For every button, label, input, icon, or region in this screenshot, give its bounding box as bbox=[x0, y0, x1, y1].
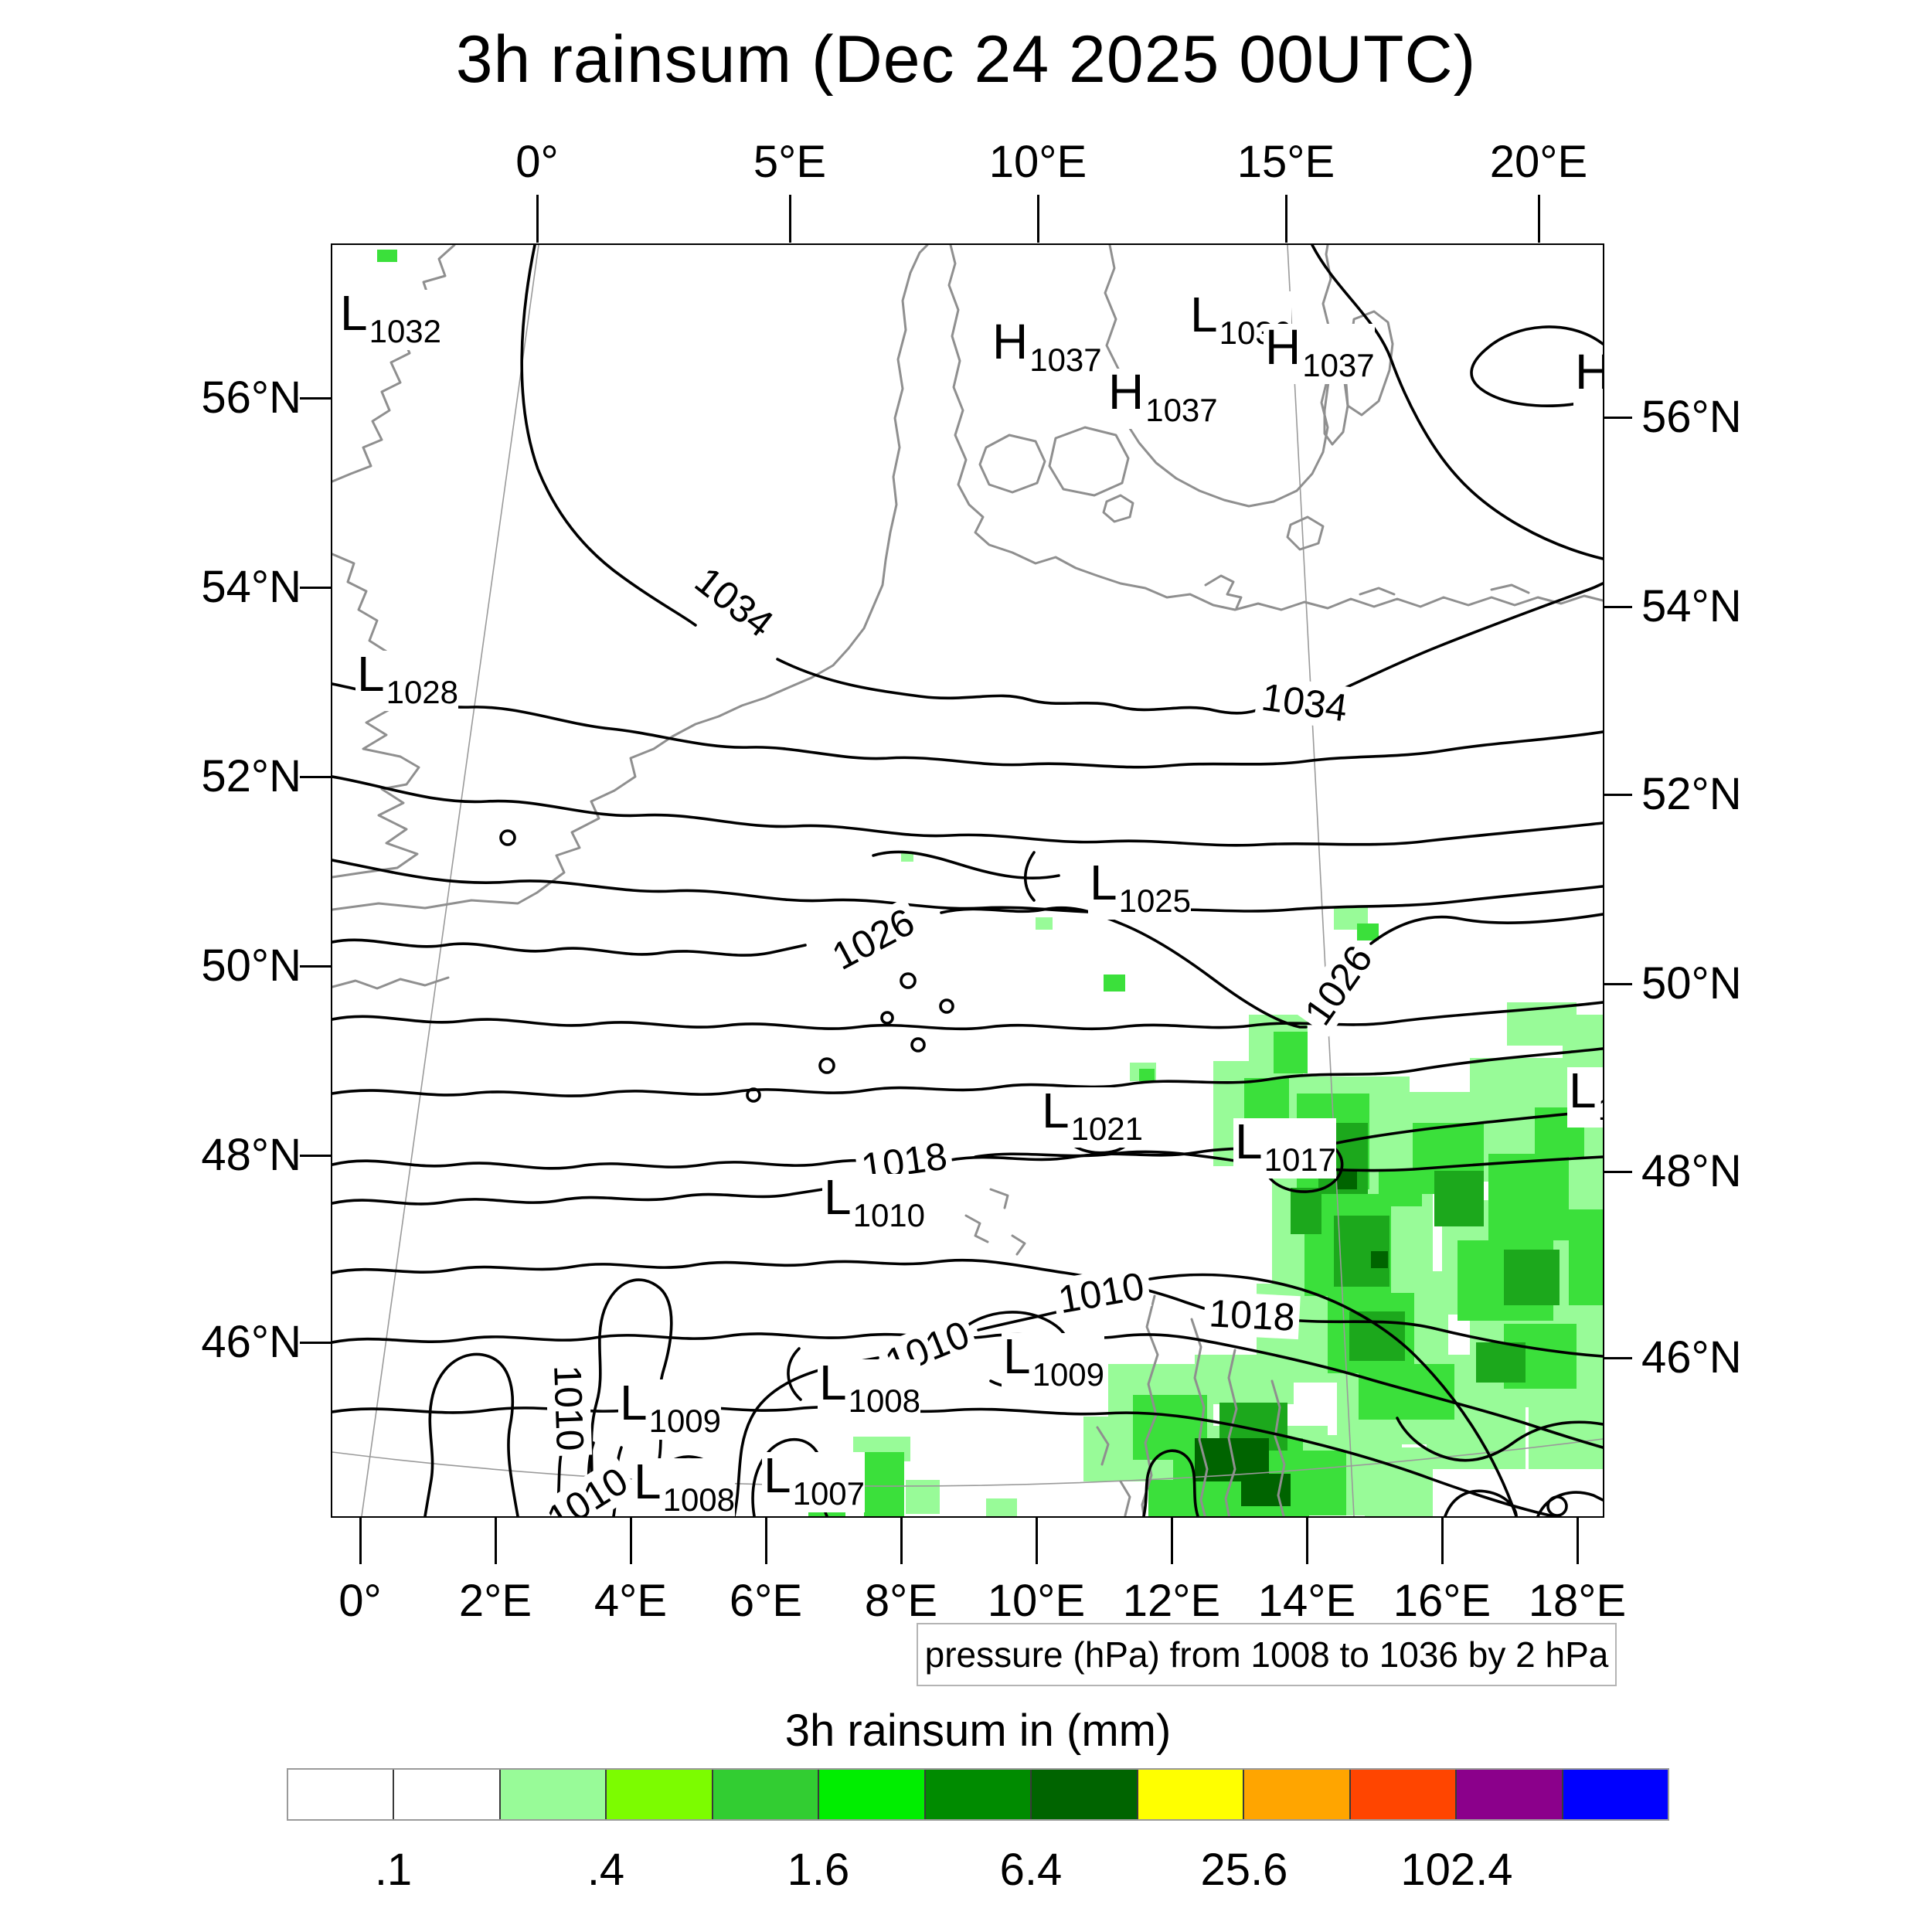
pressure-center-low: L1021 bbox=[1040, 1083, 1144, 1148]
axis-tick bbox=[1577, 1516, 1579, 1564]
pressure-center-low: L1017 bbox=[1233, 1114, 1337, 1179]
axis-tick bbox=[300, 1342, 331, 1344]
colorbar-swatch bbox=[607, 1770, 713, 1819]
axis-label-bottom: 6°E bbox=[729, 1576, 803, 1626]
colorbar-tick-label: 6.4 bbox=[999, 1845, 1063, 1895]
axis-label-top: 20°E bbox=[1489, 137, 1588, 187]
axis-label-bottom: 4°E bbox=[594, 1576, 668, 1626]
colorbar-tick-label: .4 bbox=[587, 1845, 625, 1895]
colorbar-swatch bbox=[925, 1770, 1032, 1819]
pressure-center-high: H1037 bbox=[1264, 319, 1375, 384]
axis-label-right: 56°N bbox=[1641, 392, 1742, 442]
colorbar-tick-label: .1 bbox=[374, 1845, 413, 1895]
axis-label-left: 46°N bbox=[201, 1317, 301, 1367]
axis-tick bbox=[1601, 1171, 1632, 1173]
colorbar-swatch bbox=[1244, 1770, 1351, 1819]
axis-tick bbox=[900, 1516, 903, 1564]
axis-tick bbox=[1601, 794, 1632, 796]
pressure-center-low: L10 bbox=[1567, 1066, 1603, 1128]
colorbar-swatch bbox=[288, 1770, 395, 1819]
axis-label-left: 48°N bbox=[201, 1130, 301, 1180]
axis-label-bottom: 0° bbox=[338, 1576, 382, 1626]
legend-title: 3h rainsum in (mm) bbox=[784, 1706, 1172, 1756]
axis-tick bbox=[300, 397, 331, 400]
axis-label-bottom: 12°E bbox=[1122, 1576, 1221, 1626]
axis-tick bbox=[495, 1516, 497, 1564]
axis-label-top: 15°E bbox=[1236, 137, 1335, 187]
pressure-center-low: L1025 bbox=[1088, 855, 1192, 920]
axis-label-bottom: 8°E bbox=[864, 1576, 938, 1626]
colorbar-swatch bbox=[394, 1770, 501, 1819]
pressure-center-low: L1007 bbox=[762, 1447, 866, 1512]
axis-tick bbox=[1538, 195, 1540, 243]
axis-label-right: 48°N bbox=[1641, 1146, 1742, 1196]
axis-label-bottom: 18°E bbox=[1528, 1576, 1627, 1626]
pressure-center-low: L1032 bbox=[338, 285, 442, 350]
axis-tick bbox=[1306, 1516, 1308, 1564]
axis-label-bottom: 2°E bbox=[458, 1576, 532, 1626]
axis-tick bbox=[1036, 1516, 1038, 1564]
pressure-center-low: L1010 bbox=[822, 1169, 926, 1234]
axis-label-right: 50°N bbox=[1641, 958, 1742, 1009]
coastlines bbox=[332, 245, 1603, 1516]
axis-label-left: 52°N bbox=[201, 751, 301, 801]
colorbar-swatch bbox=[1138, 1770, 1245, 1819]
axis-label-left: 50°N bbox=[201, 940, 301, 991]
axis-tick bbox=[1171, 1516, 1173, 1564]
colorbar-swatch bbox=[1563, 1770, 1668, 1819]
axis-label-right: 46°N bbox=[1641, 1332, 1742, 1383]
axis-tick bbox=[300, 1155, 331, 1157]
colorbar-swatch bbox=[713, 1770, 820, 1819]
axis-label-top: 0° bbox=[515, 137, 559, 187]
page-title: 3h rainsum (Dec 24 2025 00UTC) bbox=[455, 22, 1477, 97]
axis-tick bbox=[1601, 1357, 1632, 1359]
axis-tick bbox=[765, 1516, 767, 1564]
colorbar-swatch bbox=[1032, 1770, 1138, 1819]
pressure-center-low: L1028 bbox=[355, 646, 459, 711]
isobar-label: 1018 bbox=[1203, 1291, 1301, 1340]
colorbar bbox=[287, 1768, 1669, 1821]
axis-tick bbox=[300, 587, 331, 589]
axis-tick bbox=[1601, 417, 1632, 419]
colorbar-swatch bbox=[1457, 1770, 1563, 1819]
axis-label-right: 54°N bbox=[1641, 581, 1742, 631]
axis-label-left: 56°N bbox=[201, 372, 301, 423]
pressure-center-high: H1037 bbox=[991, 314, 1102, 379]
pressure-center-high: H1 bbox=[1573, 347, 1603, 409]
colorbar-swatch bbox=[1350, 1770, 1458, 1819]
colorbar-tick-label: 1.6 bbox=[787, 1845, 850, 1895]
colorbar-swatch bbox=[819, 1770, 926, 1819]
colorbar-tick-label: 25.6 bbox=[1200, 1845, 1288, 1895]
pressure-center-low: L1008 bbox=[818, 1355, 921, 1420]
pressure-center-low: L1009 bbox=[618, 1375, 722, 1440]
axis-tick bbox=[1285, 195, 1287, 243]
axis-label-right: 52°N bbox=[1641, 769, 1742, 819]
axis-tick bbox=[300, 776, 331, 778]
axis-tick bbox=[1601, 606, 1632, 608]
axis-label-bottom: 16°E bbox=[1393, 1576, 1492, 1626]
axis-tick bbox=[789, 195, 791, 243]
pressure-caption: pressure (hPa) from 1008 to 1036 by 2 hP… bbox=[917, 1623, 1617, 1686]
axis-label-left: 54°N bbox=[201, 562, 301, 612]
axis-label-top: 10°E bbox=[988, 137, 1087, 187]
axis-tick bbox=[630, 1516, 632, 1564]
axis-tick bbox=[1601, 983, 1632, 985]
axis-tick bbox=[300, 965, 331, 968]
colorbar-tick-label: 102.4 bbox=[1400, 1845, 1513, 1895]
map-panel: 1034 1034 1026 1026 1018 1018 1010 1010 … bbox=[331, 243, 1604, 1518]
colorbar-swatch bbox=[500, 1770, 607, 1819]
axis-tick bbox=[1441, 1516, 1444, 1564]
axis-label-bottom: 14°E bbox=[1257, 1576, 1356, 1626]
pressure-center-low: L1009 bbox=[1002, 1328, 1105, 1393]
axis-tick bbox=[1037, 195, 1039, 243]
isobar-label: 1010 bbox=[545, 1359, 593, 1457]
axis-label-bottom: 10°E bbox=[987, 1576, 1086, 1626]
axis-tick bbox=[536, 195, 539, 243]
pressure-center-low: L1008 bbox=[632, 1454, 736, 1518]
axis-label-top: 5°E bbox=[753, 137, 827, 187]
pressure-center-high: H1037 bbox=[1107, 364, 1218, 429]
axis-tick bbox=[359, 1516, 362, 1564]
